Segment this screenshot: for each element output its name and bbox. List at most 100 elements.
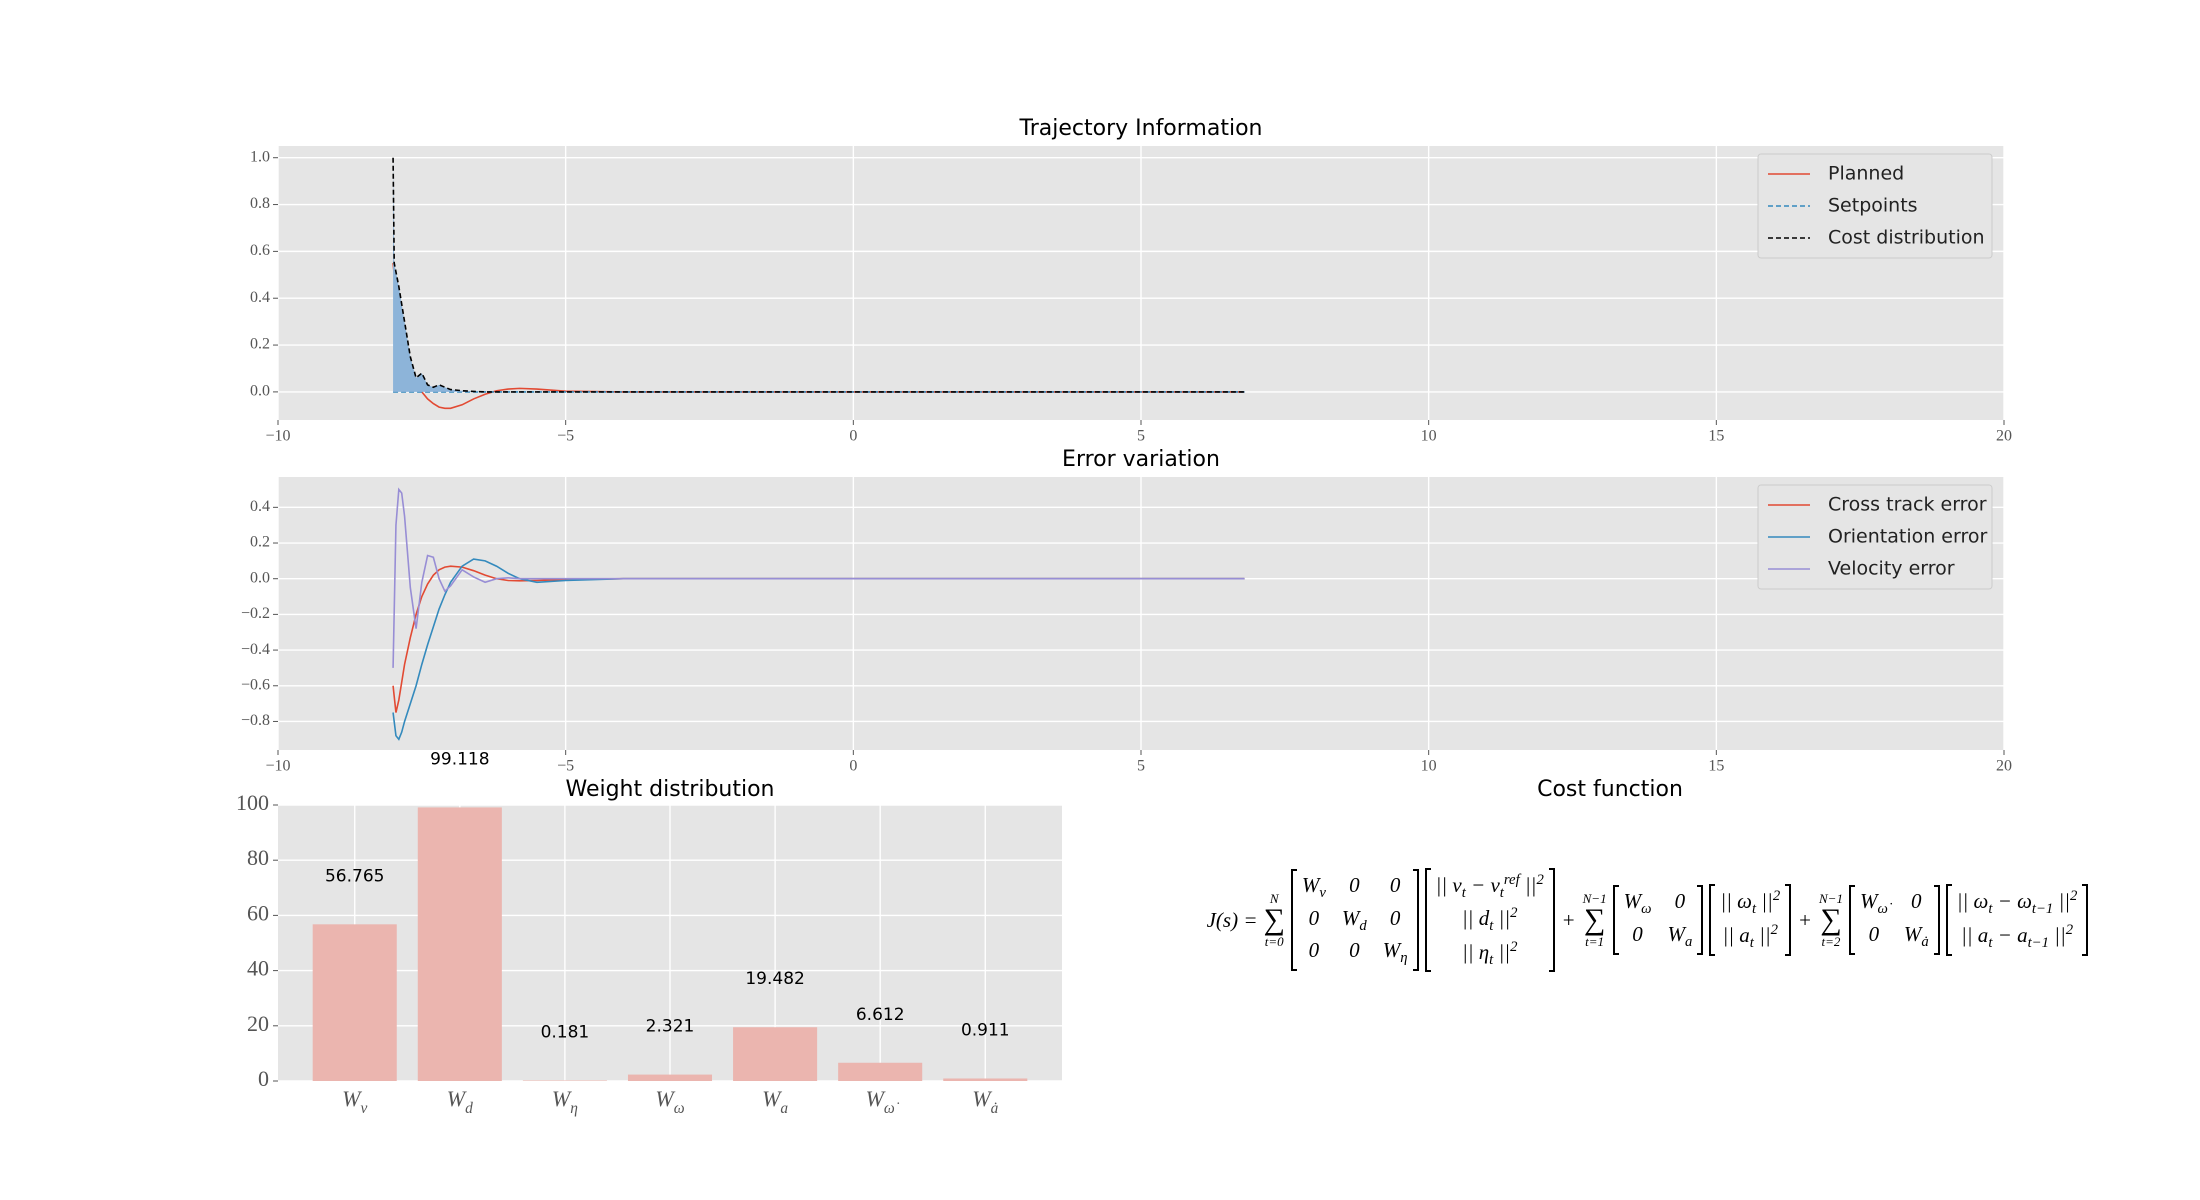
vector-cell: || dt ||2 (1461, 905, 1518, 935)
matrix-cell: Wω̇ (1859, 889, 1888, 918)
matrix-cell: 0 (1308, 938, 1320, 963)
bar (943, 1078, 1028, 1081)
y-tick-label: 1.0 (250, 148, 270, 165)
x-tick-label: 0 (849, 428, 857, 445)
matrix-cell: Wȧ (1903, 922, 1929, 951)
x-tick-label: −10 (265, 428, 290, 445)
sum-upper: N−1 (1582, 891, 1607, 906)
y-tick-label: 0.4 (250, 498, 270, 515)
summation: N ∑ t=0 (1264, 892, 1285, 948)
weight-matrix: Wω̇ 0 0 Wȧ (1848, 885, 1940, 955)
y-tick-label: 0.0 (250, 569, 270, 586)
value-label: 99.118 (430, 749, 489, 769)
vector-cell: || ωt ||2 (1720, 888, 1781, 918)
operator: + (1799, 907, 1812, 932)
vector-cell: || vt − vtref ||2 (1435, 871, 1544, 901)
value-label: 0.181 (541, 1023, 590, 1043)
matrix-cell: 0 (1349, 873, 1360, 898)
x-tick-label: 10 (1421, 758, 1437, 775)
y-tick-label: 0.2 (250, 336, 270, 353)
y-tick-label: −0.4 (241, 641, 270, 658)
x-tick-label: −10 (265, 758, 290, 775)
x-tick-label: Wω (655, 1086, 684, 1117)
legend-label: Planned (1828, 163, 1904, 185)
y-tick-label: 100 (236, 790, 269, 815)
y-tick-label: −0.6 (241, 676, 270, 693)
x-tick-label: Wη (552, 1086, 578, 1117)
x-tick-label: Wȧ (972, 1086, 998, 1117)
legend-box (1757, 153, 1993, 259)
series-line (392, 157, 1245, 393)
matrix-cell: Wω (1623, 889, 1652, 918)
y-tick-label: 40 (247, 956, 269, 981)
y-tick-label: −0.2 (241, 605, 270, 622)
x-tick-label: Wω̇ (866, 1086, 900, 1117)
x-tick-label: 0 (849, 758, 857, 775)
x-tick-label: 20 (1996, 428, 2012, 445)
y-tick-label: −0.8 (241, 712, 270, 729)
matrix-cell: 0 (1389, 873, 1401, 898)
matrix-cell: 0 (1868, 922, 1880, 946)
matrix-cell: 0 (1349, 938, 1360, 963)
matrix-cell: 0 (1308, 905, 1320, 930)
matrix-cell: Wa (1667, 922, 1693, 951)
y-tick-label: 80 (247, 845, 269, 870)
legend-label: Cross track error (1828, 494, 1987, 516)
x-tick-label: 20 (1996, 758, 2012, 775)
legend-label: Setpoints (1828, 195, 1918, 217)
value-label: 0.911 (961, 1020, 1010, 1040)
sum-symbol: ∑ (1820, 903, 1842, 936)
matrix-cell: Wη (1382, 938, 1408, 967)
x-tick-label: 10 (1421, 428, 1437, 445)
error-vector: || vt − vtref ||2 || dt ||2 || ηt ||2 (1424, 867, 1556, 973)
value-label: 2.321 (646, 1017, 695, 1037)
y-tick-label: 0 (258, 1066, 269, 1091)
y-tick-label: 0.6 (250, 242, 270, 259)
legend-label: Cost distribution (1828, 227, 1985, 249)
x-tick-label: −5 (557, 428, 574, 445)
x-tick-label: Wd (447, 1086, 473, 1117)
x-tick-label: Wv (342, 1086, 367, 1117)
sum-lower: t=1 (1585, 934, 1605, 949)
formula-lhs: J(s) = (1206, 907, 1258, 932)
chart-title: Weight distribution (565, 777, 774, 802)
y-tick-label: 0.2 (250, 534, 270, 551)
matrix-cell: Wd (1341, 905, 1367, 934)
legend-label: Velocity error (1828, 558, 1955, 580)
bar (733, 1027, 818, 1081)
value-label: 19.482 (745, 969, 804, 989)
sum-symbol: ∑ (1263, 903, 1285, 936)
sum-lower: t=0 (1264, 934, 1284, 949)
series-line (392, 487, 1245, 668)
bar (312, 924, 397, 1081)
x-tick-label: 15 (1708, 428, 1724, 445)
chart-title: Cost function (1537, 777, 1683, 802)
y-tick-label: 20 (247, 1011, 269, 1036)
y-tick-label: 0.4 (250, 289, 270, 306)
chart-title: Error variation (1062, 447, 1220, 472)
value-label: 56.765 (325, 866, 384, 886)
matrix-cell: Wv (1301, 873, 1326, 902)
matrix-cell: 0 (1911, 889, 1922, 914)
matrix-cell: 0 (1674, 889, 1686, 914)
x-tick-label: 15 (1708, 758, 1724, 775)
x-tick-label: 5 (1137, 428, 1145, 445)
vector-cell: || ηt ||2 (1461, 938, 1518, 968)
sum-lower: t=2 (1821, 934, 1841, 949)
weight-matrix: Wω 0 0 Wa (1612, 885, 1704, 955)
bar (627, 1074, 713, 1081)
summation: N−1 ∑ t=1 (1583, 892, 1607, 948)
sum-upper: N (1269, 891, 1279, 906)
matrix-cell: 0 (1632, 922, 1643, 946)
x-tick-label: Wa (762, 1086, 788, 1117)
operator: + (1562, 907, 1575, 932)
bar (417, 807, 502, 1081)
error-vector: || ωt ||2 || at ||2 (1709, 884, 1792, 956)
x-tick-label: −5 (557, 758, 574, 775)
matrix-cell: 0 (1389, 905, 1401, 930)
bar (838, 1062, 923, 1081)
vector-cell: || at ||2 (1722, 922, 1778, 952)
error-vector: || ωt − ωt−1 ||2 || at − at−1 ||2 (1945, 884, 2089, 956)
